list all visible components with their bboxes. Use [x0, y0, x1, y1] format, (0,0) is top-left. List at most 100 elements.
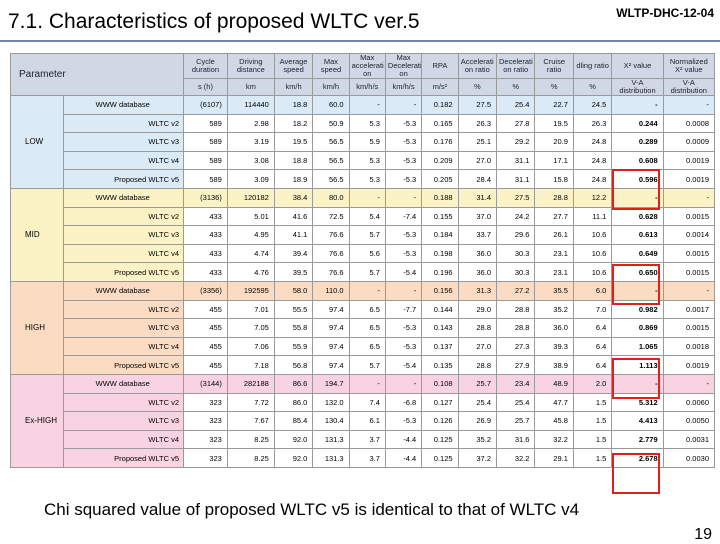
- table-cell: 0.0015: [662, 318, 716, 338]
- table-cell: -: [662, 95, 716, 115]
- column-header: RPA: [421, 53, 459, 79]
- table-row: Proposed WLTC v5 455 7.18 56.8 97.4 5.7 -5.4 0.…: [11, 355, 716, 375]
- table-cell: -: [348, 187, 386, 208]
- table-cell: 25.4: [495, 95, 536, 115]
- table-cell: -: [384, 95, 423, 115]
- table-cell: 433: [183, 243, 228, 264]
- cycle-name: WLTC v4: [63, 150, 185, 171]
- table-cell: 31.6: [495, 429, 536, 450]
- group-label: LOW: [9, 95, 65, 189]
- cycle-name: WLTC v3: [63, 318, 185, 338]
- table-cell: 131.3: [312, 448, 350, 468]
- table-cell: 1.5: [572, 448, 613, 468]
- table-cell: 36.0: [457, 243, 498, 264]
- table-cell: 50.9: [312, 113, 350, 134]
- table-cell: 19.5: [534, 113, 574, 134]
- table-cell: 7.67: [226, 411, 275, 431]
- table-cell: 1.5: [572, 392, 613, 413]
- table-cell: 55.8: [273, 318, 314, 338]
- table-cell: 433: [183, 206, 228, 227]
- table-cell: 19.5: [273, 132, 314, 152]
- table-cell: 27.5: [495, 187, 536, 208]
- table-cell: 0.0019: [662, 169, 716, 189]
- table-cell: (3356): [183, 280, 228, 301]
- table-cell: 25.7: [457, 373, 498, 394]
- table-cell: 41.1: [273, 225, 314, 245]
- table-row: MID WWW database (3136) 120182 38.4 80.0- -0.1…: [9, 187, 716, 282]
- table-cell: -4.4: [384, 429, 423, 450]
- table-row: WLTC v3 589 3.19 19.5 56.5 5.9 -5.3 0.176 25.1 29…: [11, 132, 716, 152]
- table-cell: -5.3: [384, 113, 423, 134]
- table-cell: 56.8: [273, 355, 314, 375]
- table-cell: 24.2: [495, 206, 536, 227]
- table-cell: 132.0: [312, 392, 350, 413]
- cycle-name: Proposed WLTC v5: [63, 448, 185, 468]
- table-cell: 85.4: [273, 411, 314, 431]
- cycle-name: WWW database: [63, 95, 185, 115]
- document-id: WLTP-DHC-12-04: [616, 6, 714, 20]
- table-row: LOW WWW database (6107) 114440 18.8 60.0- -0.1…: [9, 95, 716, 189]
- table-cell: -4.4: [384, 448, 423, 468]
- table-cell: 76.6: [312, 225, 350, 245]
- highlight-box-exhigh: [612, 453, 660, 494]
- table-cell: 45.8: [534, 411, 574, 431]
- table-cell: 55.5: [273, 299, 314, 320]
- parameter-header: Parameter: [9, 53, 185, 96]
- table-cell: 0.198: [421, 243, 459, 264]
- table-cell: 29.1: [534, 448, 574, 468]
- unit-header: km: [226, 78, 275, 96]
- table-cell: 26.3: [457, 113, 498, 134]
- unit-header: km/h: [273, 78, 314, 96]
- table-cell: 589: [183, 113, 228, 134]
- highlight-box-low: [612, 169, 660, 210]
- table-cell: 433: [183, 225, 228, 245]
- table-cell: 6.1: [348, 411, 386, 431]
- table-cell: -5.3: [384, 225, 423, 245]
- table-cell: 27.0: [457, 150, 498, 171]
- table-cell: 0.165: [421, 113, 459, 134]
- table-cell: 3.08: [226, 150, 275, 171]
- table-cell: 18.8: [273, 95, 314, 115]
- table-cell: (3136): [183, 187, 228, 208]
- table-cell: 0.0018: [662, 336, 716, 357]
- table-cell: -5.4: [384, 355, 423, 375]
- table-cell: 18.2: [273, 113, 314, 134]
- table-cell: -: [611, 187, 664, 208]
- table-cell: 0.126: [421, 411, 459, 431]
- table-cell: 0.0030: [662, 448, 716, 468]
- table-cell: 10.6: [572, 262, 613, 282]
- table-cell: 0.205: [421, 169, 459, 189]
- unit-header: V-A distribution: [662, 78, 716, 96]
- table-cell: 3.09: [226, 169, 275, 189]
- table-cell: 39.5: [273, 262, 314, 282]
- table-cell: 0.125: [421, 429, 459, 450]
- table-cell: 120182: [226, 187, 275, 208]
- cycle-name: WLTC v4: [63, 336, 185, 357]
- unit-header: %: [572, 78, 613, 96]
- table-cell: 7.06: [226, 336, 275, 357]
- group-label: MID: [9, 187, 65, 282]
- table-cell: 455: [183, 318, 228, 338]
- table-cell: 0.176: [421, 132, 459, 152]
- table-row: WLTC v4 455 7.06 55.9 97.4 6.5 -5.3 0.137 27.0 27…: [11, 336, 716, 357]
- table-cell: 5.3: [348, 169, 386, 189]
- cycle-name: WLTC v2: [63, 206, 185, 227]
- table-cell: 131.3: [312, 429, 350, 450]
- table-row: HIGH WWW database (3356) 192595 58.0 110.0- -0…: [9, 280, 716, 375]
- header-row-units: s (h) km km/h km/h km/h/s km/h/s m/s² % …: [11, 78, 716, 96]
- table-cell: 36.0: [534, 318, 574, 338]
- table-cell: 25.1: [457, 132, 498, 152]
- table-cell: 1.065: [611, 336, 664, 357]
- table-cell: 39.4: [273, 243, 314, 264]
- table-cell: 0.0031: [662, 429, 716, 450]
- table-cell: 8.25: [226, 448, 275, 468]
- unit-header: %: [534, 78, 574, 96]
- table-cell: 76.6: [312, 243, 350, 264]
- table-cell: 5.01: [226, 206, 275, 227]
- table-cell: 11.1: [572, 206, 613, 227]
- table-row: WLTC v4 433 4.74 39.4 76.6 5.6 -5.3 0.198 36.0 30…: [11, 243, 716, 264]
- table-cell: 110.0: [312, 280, 350, 301]
- table-cell: 192595: [226, 280, 275, 301]
- table-cell: 92.0: [273, 448, 314, 468]
- table-cell: 7.0: [572, 299, 613, 320]
